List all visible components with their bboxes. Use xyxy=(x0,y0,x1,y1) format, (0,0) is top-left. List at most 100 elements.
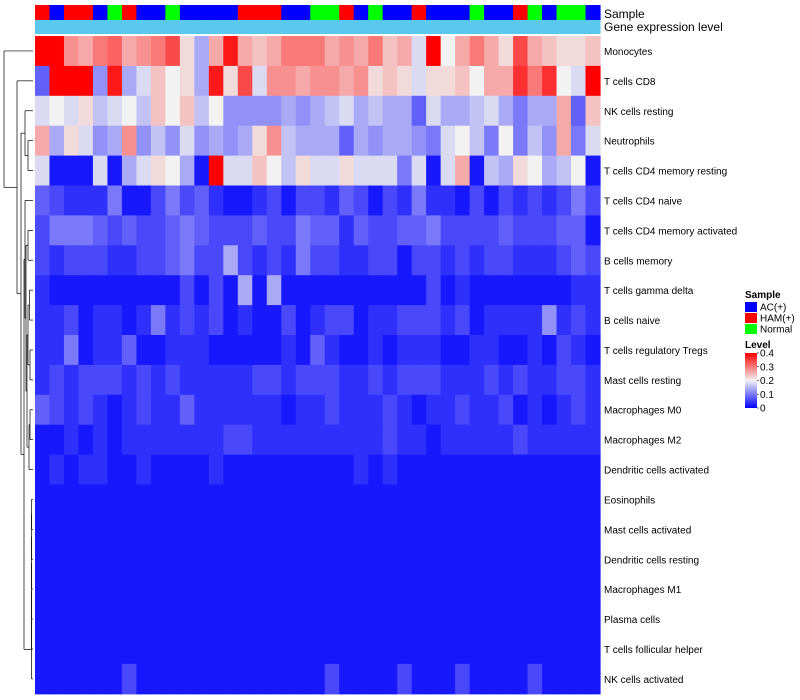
heatmap-cell xyxy=(484,245,500,276)
heatmap-cell xyxy=(121,65,138,97)
heatmap-cell xyxy=(208,663,224,695)
heatmap-cell xyxy=(571,544,587,575)
heatmap-cell xyxy=(455,454,471,486)
row-label: T cells follicular helper xyxy=(604,645,703,656)
heatmap-cell xyxy=(266,424,282,456)
heatmap-cell xyxy=(571,424,587,456)
heatmap-cell xyxy=(78,424,94,456)
heatmap-cell xyxy=(223,125,239,157)
heatmap-cell xyxy=(63,95,80,127)
heatmap-cell xyxy=(281,125,297,157)
heatmap-cell xyxy=(165,604,181,635)
heatmap-cell xyxy=(35,275,51,306)
heatmap-cell xyxy=(295,125,311,157)
heatmap-cell xyxy=(92,604,109,635)
heatmap-cell xyxy=(136,65,152,97)
heatmap-cell xyxy=(411,245,427,276)
heatmap-cell xyxy=(121,424,138,456)
heatmap-cell xyxy=(179,95,195,127)
heatmap-cell xyxy=(252,305,268,336)
heatmap-cell xyxy=(150,305,166,336)
sample-annotation-cell xyxy=(194,5,210,20)
heatmap-cell xyxy=(179,245,195,276)
heatmap-cell xyxy=(527,36,543,67)
heatmap-cell xyxy=(440,424,456,456)
heatmap-cell xyxy=(353,245,369,276)
gene-track-label: Gene expression level xyxy=(604,20,723,34)
heatmap-cell xyxy=(121,514,138,545)
heatmap-cell xyxy=(121,454,138,486)
heatmap-cell xyxy=(542,454,558,486)
gene-annotation-cell xyxy=(571,20,587,34)
heatmap-cell xyxy=(382,604,398,635)
heatmap-cell xyxy=(63,604,80,635)
heatmap-cell xyxy=(165,185,181,216)
heatmap-cell xyxy=(455,65,471,97)
heatmap-cell xyxy=(368,364,384,396)
heatmap-cell xyxy=(353,424,369,456)
heatmap-cell xyxy=(252,95,268,127)
heatmap-cell xyxy=(208,155,224,187)
heatmap-cell xyxy=(353,95,369,127)
heatmap-cell xyxy=(78,36,94,67)
heatmap-cell xyxy=(295,634,311,665)
heatmap-cell xyxy=(63,574,80,605)
heatmap-cell xyxy=(426,514,442,545)
heatmap-cell xyxy=(310,484,326,515)
heatmap-cell xyxy=(382,65,398,97)
sample-legend-swatch xyxy=(745,324,757,334)
row-label: Macrophages M1 xyxy=(604,585,682,596)
heatmap-cell xyxy=(382,574,398,605)
heatmap-cell xyxy=(49,155,65,187)
heatmap-cell xyxy=(281,604,297,635)
heatmap-cell xyxy=(527,574,543,605)
heatmap-cell xyxy=(585,36,601,67)
heatmap-cell xyxy=(556,514,572,545)
heatmap-cell xyxy=(78,574,94,605)
heatmap-cell xyxy=(107,65,123,97)
heatmap-cell xyxy=(542,364,558,396)
heatmap-cell xyxy=(368,215,384,246)
heatmap-cell xyxy=(35,245,51,276)
heatmap-cell xyxy=(585,335,601,366)
heatmap-cell xyxy=(513,484,529,515)
gene-annotation-cell xyxy=(208,20,224,34)
heatmap-cell xyxy=(49,604,65,635)
heatmap-cell xyxy=(179,634,195,665)
sample-annotation-cell xyxy=(121,5,138,20)
heatmap-cell xyxy=(382,484,398,515)
heatmap-cell xyxy=(440,95,456,127)
sample-annotation-cell xyxy=(455,5,471,20)
heatmap-cell xyxy=(281,245,297,276)
heatmap-cell xyxy=(136,424,152,456)
heatmap-cell xyxy=(484,663,500,695)
heatmap-cell xyxy=(324,305,340,336)
heatmap-cell xyxy=(339,65,355,97)
heatmap-cell xyxy=(513,125,529,157)
heatmap-cell xyxy=(92,275,109,306)
heatmap-cell xyxy=(266,245,282,276)
heatmap-cell xyxy=(426,424,442,456)
heatmap-cell xyxy=(35,514,51,545)
heatmap-cell xyxy=(556,305,572,336)
heatmap-cell xyxy=(179,335,195,366)
heatmap-cell xyxy=(382,424,398,456)
level-legend-tick-label: 0.4 xyxy=(760,349,774,360)
heatmap-cell xyxy=(208,65,224,97)
gene-annotation-cell xyxy=(281,20,297,34)
heatmap-cell xyxy=(252,454,268,486)
heatmap-cell xyxy=(513,215,529,246)
sample-legend-label: Normal xyxy=(760,325,792,336)
heatmap-cell xyxy=(78,454,94,486)
heatmap-cell xyxy=(397,544,413,575)
sample-annotation-cell xyxy=(513,5,529,20)
heatmap-cell xyxy=(194,155,210,187)
heatmap-cell xyxy=(310,604,326,635)
heatmap-cell xyxy=(49,574,65,605)
heatmap-cell xyxy=(194,125,210,157)
heatmap-cell xyxy=(252,484,268,515)
heatmap-cell xyxy=(571,275,587,306)
heatmap-cell xyxy=(571,215,587,246)
heatmap-cell xyxy=(107,95,123,127)
heatmap-cell xyxy=(513,604,529,635)
